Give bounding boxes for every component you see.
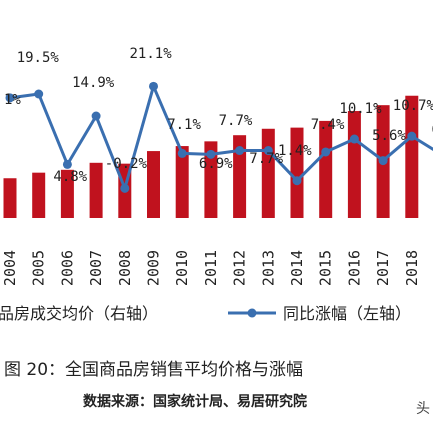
growth-point-2015 [321,147,331,157]
bar-2005 [32,172,46,218]
data-label-2017: 5.6% [372,128,406,144]
x-tick-2014: 2014 [288,250,306,286]
data-label-2015: 7.4% [311,117,345,133]
x-tick-2013: 2013 [259,250,277,286]
bar-2016 [347,111,361,218]
bar-2014 [290,127,304,218]
data-label-2014: 1.4% [278,143,312,159]
x-tick-2009: 2009 [145,250,163,286]
legend-label-growth: 同比涨幅（左轴） [283,304,411,323]
growth-point-2004 [5,93,15,103]
bar-2009 [147,151,160,218]
x-tick-2006: 2006 [58,250,76,286]
bar-2006 [60,169,74,218]
legend: 品房成交均价（右轴） 同比涨幅（左轴） [0,304,411,323]
x-tick-2008: 2008 [116,250,134,286]
price-growth-chart: 1% 19.5% 4.8% 14.9% -0.2% 21.1% 7.1% 6.9% 7.7% 7.… [0,46,433,323]
x-tick-2016: 2016 [345,250,363,286]
data-label-2012: 7.7% [219,113,253,129]
growth-point-2018 [407,131,417,141]
data-label-2005: 19.5% [17,50,60,66]
x-tick-2004: 2004 [1,250,19,286]
legend-label-price: 品房成交均价（右轴） [0,304,158,323]
growth-point-2006 [62,159,72,169]
legend-line-marker [247,308,257,318]
bar-2011 [204,141,218,218]
data-label-2018: 10.7% [393,98,433,114]
data-label-2008: -0.2% [105,156,148,172]
growth-point-2017 [378,156,388,166]
x-tick-2011: 2011 [202,250,220,286]
x-tick-2007: 2007 [87,250,105,286]
x-tick-2018: 2018 [403,250,421,286]
x-tick-2005: 2005 [30,250,48,286]
data-label-2007: 14.9% [72,75,115,91]
line-layer [9,84,433,190]
x-tick-2019: 2019 [432,250,433,286]
growth-point-2010 [177,148,187,158]
corner-mark: 头 [416,401,430,417]
data-label-2009: 21.1% [130,46,173,62]
data-label-2016: 10.1% [339,101,382,117]
growth-line [9,84,433,190]
growth-point-2014 [292,176,302,186]
growth-point-2011 [206,149,216,159]
x-tick-2010: 2010 [173,250,191,286]
x-tick-2015: 2015 [317,250,335,286]
x-ticks-layer: 2004 2005 2006 2007 2008 2009 2010 2011 2012 2013… [1,250,433,286]
growth-point-2013 [263,146,273,156]
bar-2018 [405,95,419,218]
bar-2015 [319,120,333,218]
data-label-2011: 6.9% [199,156,233,172]
growth-point-2007 [91,111,101,121]
bar-2010 [175,146,189,218]
source-note: 数据来源：国家统计局、易居研究院 [83,394,307,410]
growth-point-2009 [149,81,158,91]
data-label-2006: 4.8% [53,169,87,185]
x-tick-2012: 2012 [231,250,249,286]
bar-2007 [89,162,103,218]
growth-point-2012 [235,146,245,156]
data-label-2004: 1% [4,92,21,108]
data-label-2010: 7.1% [167,117,201,133]
growth-point-2005 [34,89,44,99]
data-label-2019: 6. [432,122,433,138]
bar-2013 [261,128,275,218]
x-tick-2017: 2017 [374,250,392,286]
data-labels-layer: 1% 19.5% 4.8% 14.9% -0.2% 21.1% 7.1% 6.9% 7.7% 7.… [4,46,433,185]
growth-point-2008 [120,183,130,193]
data-label-2013: 7.7% [249,151,283,167]
points-layer [5,81,417,193]
figure-caption: 图 20：全国商品房销售平均价格与涨幅 [4,360,304,380]
growth-point-2016 [349,134,359,144]
bar-2012 [233,135,247,218]
bar-2004 [3,178,17,218]
